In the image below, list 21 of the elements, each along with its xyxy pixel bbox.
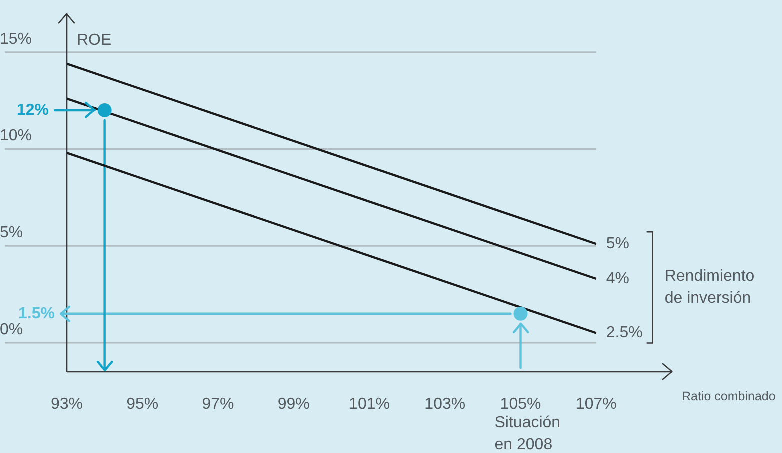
ref-line-label: 1.5% bbox=[18, 305, 55, 322]
x-tick-label: 97% bbox=[202, 396, 234, 414]
series-label: 2.5% bbox=[606, 324, 643, 342]
text: Situación en 2008 bbox=[494, 414, 561, 453]
ref-line-label: 12% bbox=[16, 102, 49, 119]
x-tick-label: 107% bbox=[576, 396, 617, 414]
x-tick-label: 95% bbox=[126, 396, 159, 414]
x-tick-label: 99% bbox=[278, 396, 310, 414]
x-axis-title: Ratio combinado bbox=[682, 389, 776, 404]
y-tick-label: 5% bbox=[0, 224, 24, 242]
y-tick-label: 0% bbox=[0, 321, 24, 338]
series-label: 5% bbox=[606, 236, 630, 253]
y-tick-label: 10% bbox=[0, 128, 32, 145]
series-label: 4% bbox=[606, 270, 630, 288]
x-tick-label: 105% bbox=[500, 396, 542, 414]
y-axis-title: ROE bbox=[77, 32, 112, 49]
x-tick-label: 93% bbox=[50, 396, 84, 414]
x-tick-label: 101% bbox=[349, 396, 390, 414]
x-tick-label: 103% bbox=[424, 396, 466, 414]
legend-title: Rendimiento de inversión bbox=[664, 268, 755, 308]
y-tick-label: 15% bbox=[0, 30, 32, 48]
